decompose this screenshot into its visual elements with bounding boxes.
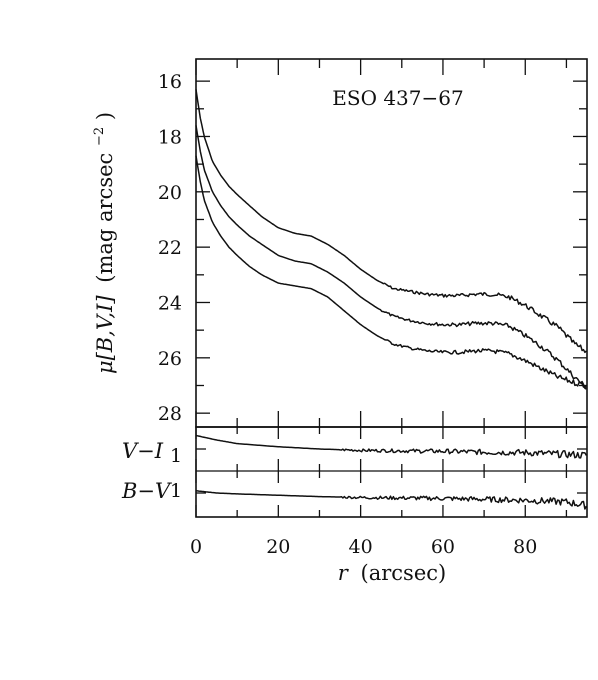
bv-row-label: B−V [121,479,172,503]
x-tick-labels: 0 20 40 60 80 [190,536,537,558]
main-panel-frame [195,58,588,428]
x-axis-label: r (arcsec) [338,561,446,585]
bv-row-tick: 1 [170,480,182,502]
main-ticks [195,59,587,427]
profile-curve-2 [195,155,587,389]
x-tick-label: 60 [431,536,455,558]
color-curve-1 [195,490,588,510]
y-axis-label-exponent: −2 [92,127,107,146]
vi-row-tick: 1 [170,445,182,467]
x-axis-label-unit: (arcsec) [361,561,447,585]
y-tick-label: 16 [158,71,182,93]
chart-title: ESO 437−67 [332,86,463,110]
main-curves [195,89,587,390]
y-tick-label: 24 [158,292,182,314]
x-tick-label: 80 [513,536,537,558]
y-axis-label-var: μ[B,V,I] [93,295,117,374]
profile-curve-0 [195,89,587,354]
profile-curve-1 [195,125,587,390]
color-curve-0 [195,434,588,459]
x-axis-label-var: r [338,561,350,585]
color-panel-frame [195,426,588,518]
color-ticks [195,427,587,517]
y-tick-label: 28 [158,403,182,425]
y-tick-label: 18 [158,126,182,148]
x-tick-label: 40 [349,536,373,558]
color-curves [195,434,588,510]
main-y-tick-labels: 16 18 20 22 24 26 28 [158,71,182,425]
y-tick-label: 20 [158,182,182,204]
vi-row-label: V−I [122,439,164,463]
y-axis-label: μ[B,V,I] (mag arcsec −2 ) [84,112,117,374]
x-tick-label: 20 [266,536,290,558]
y-tick-label: 22 [158,237,182,259]
y-axis-label-unit: (mag arcsec [93,153,117,283]
y-tick-label: 26 [158,348,182,370]
x-tick-label: 0 [190,536,202,558]
y-axis-label-close: ) [93,112,117,120]
